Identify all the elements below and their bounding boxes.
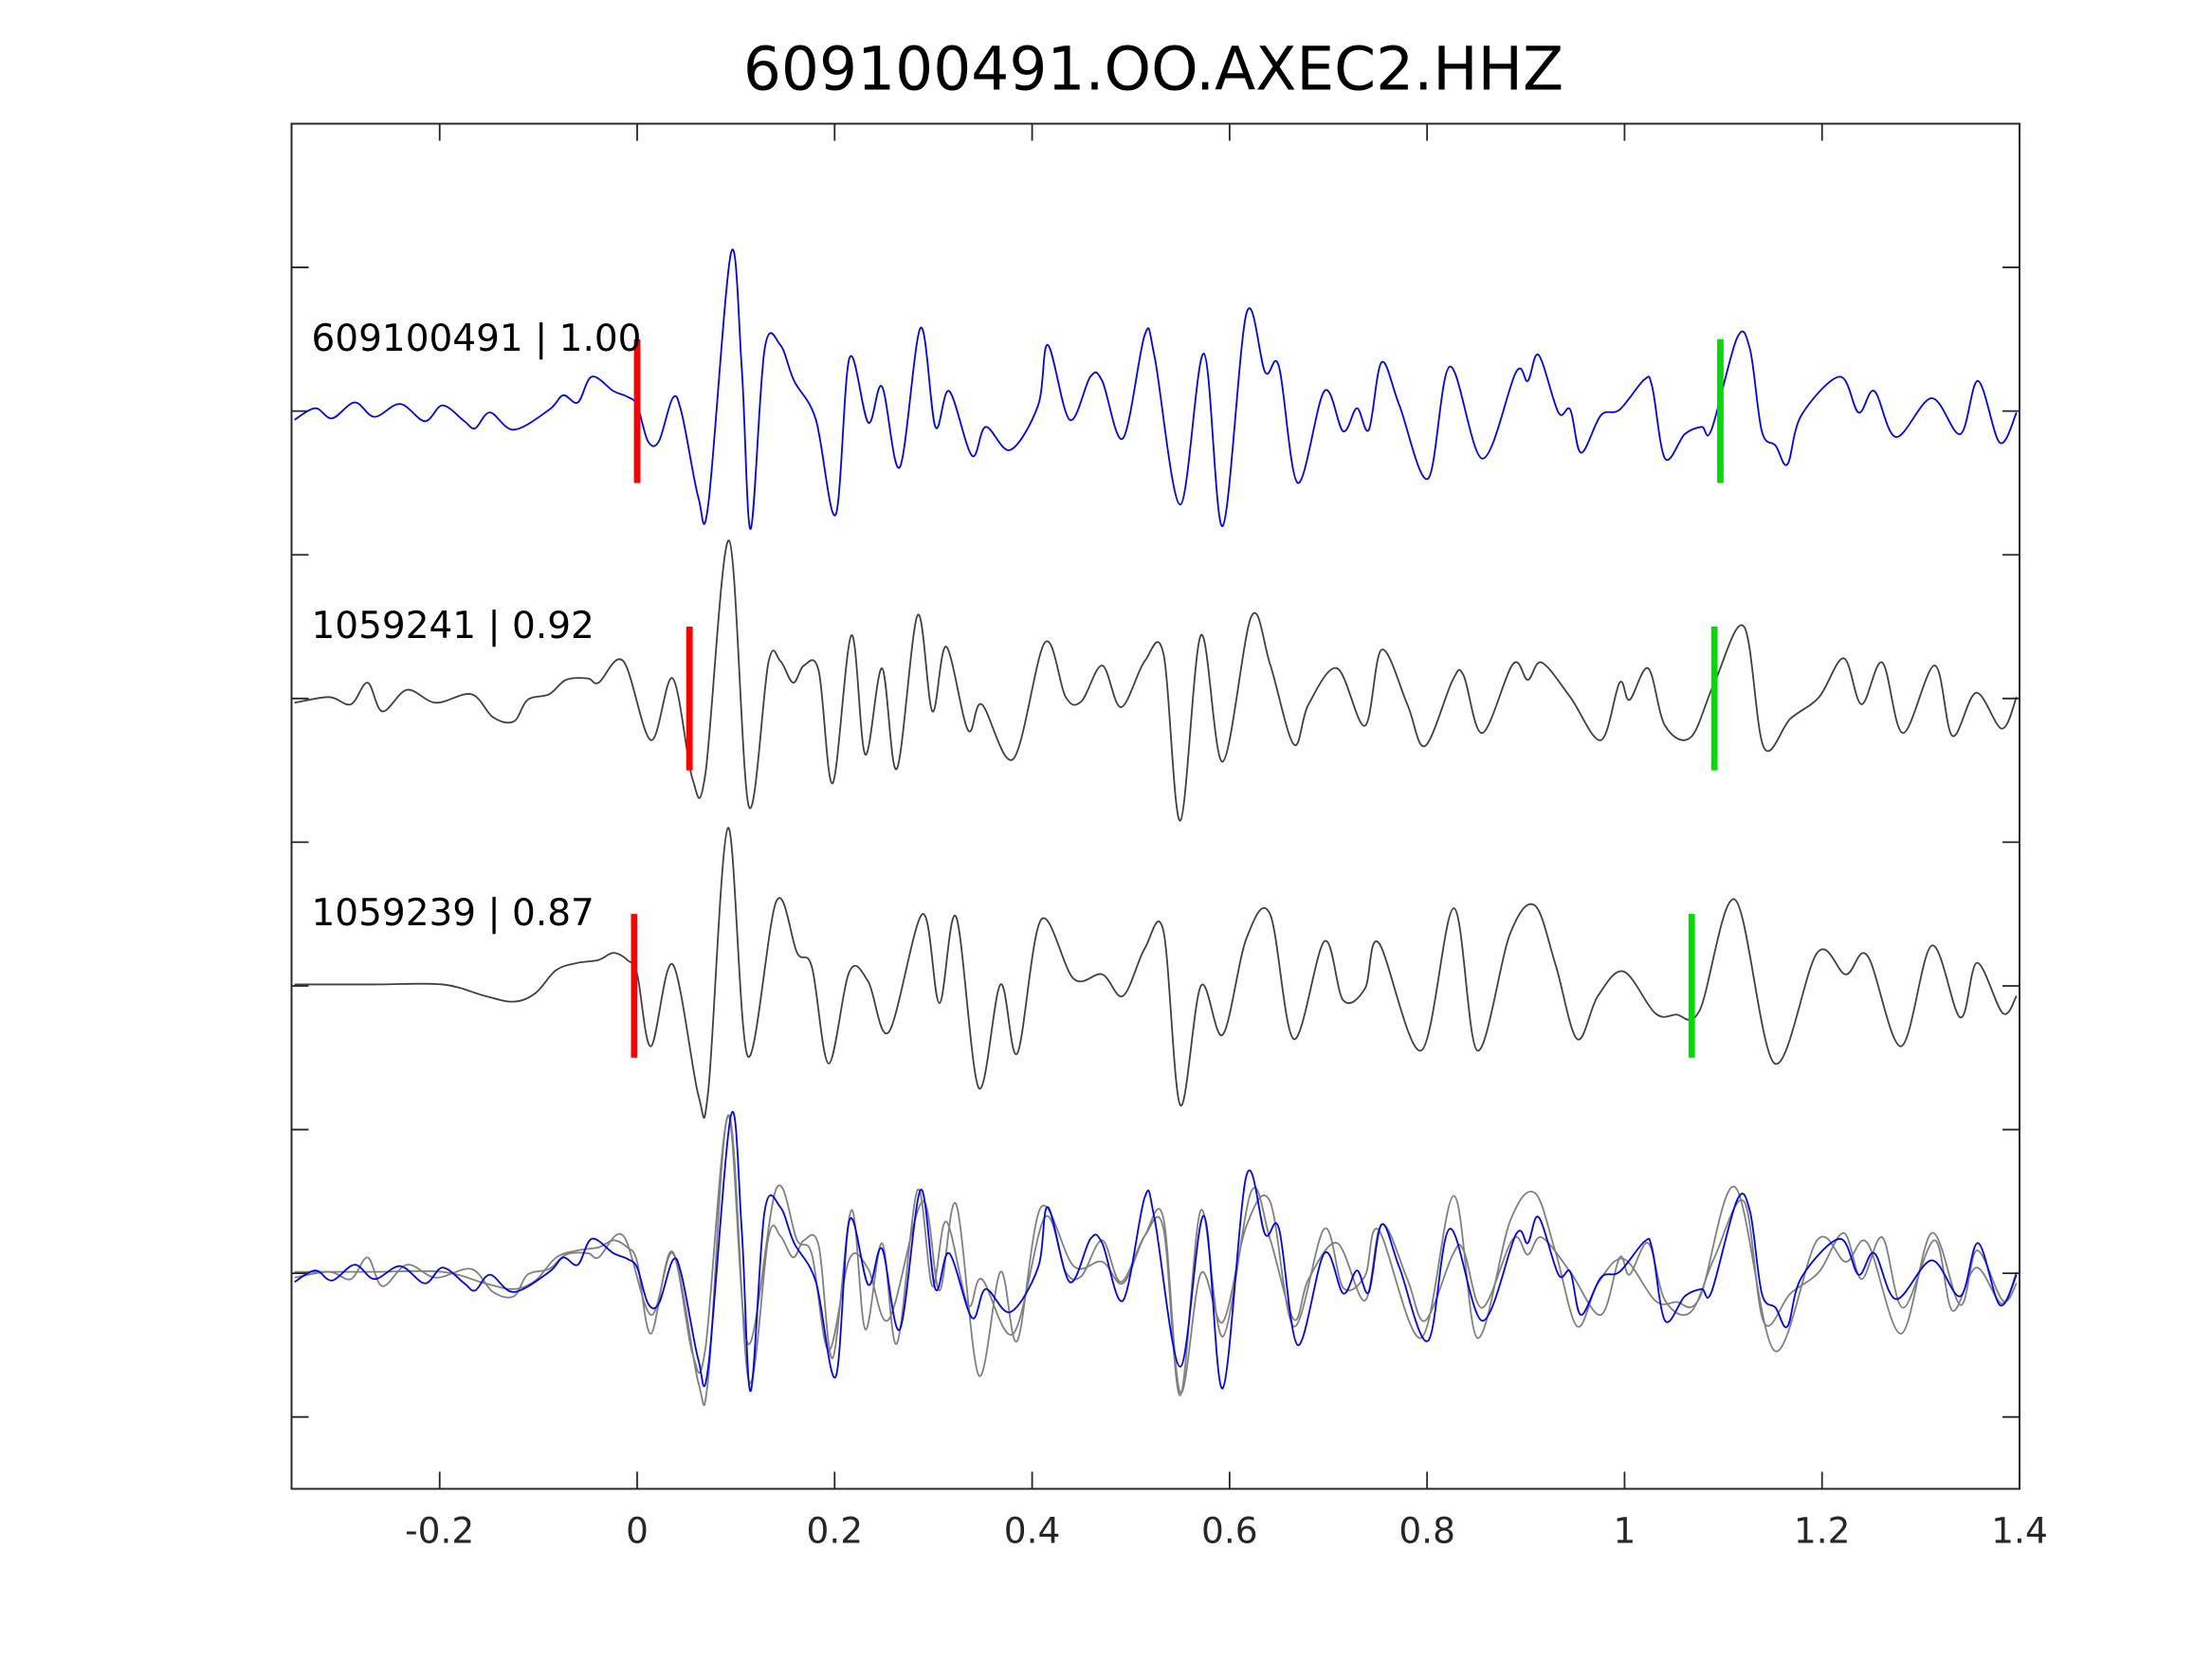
x-tick-label: -0.2 bbox=[405, 1509, 474, 1551]
overlay-trace-1059239 bbox=[294, 1114, 2018, 1406]
x-tick-label: 0.8 bbox=[1398, 1509, 1455, 1551]
trace-label: 609100491 | 1.00 bbox=[312, 318, 642, 360]
chart-title: 609100491.OO.AXEC2.HHZ bbox=[743, 34, 1563, 103]
trace-1059241 bbox=[294, 539, 2018, 822]
trace-1059239 bbox=[294, 827, 2018, 1119]
axis-ticks: -0.2 0 0.2 0.4 0.6 0.8 1 1.2 1.4 bbox=[291, 123, 2048, 1551]
x-tick-label: 0 bbox=[626, 1509, 649, 1551]
picks-layer bbox=[631, 338, 1724, 1058]
overlay-trace-609100491 bbox=[294, 1111, 2018, 1393]
plot-frame bbox=[290, 122, 2020, 1490]
trace-609100491 bbox=[294, 248, 2018, 530]
x-tick-label: 0.2 bbox=[806, 1509, 863, 1551]
x-tick-label: 0.6 bbox=[1201, 1509, 1258, 1551]
trace-labels: 609100491 | 1.00 1059241 | 0.92 1059239 | … bbox=[312, 318, 642, 935]
trace-label: 1059239 | 0.87 bbox=[312, 892, 594, 935]
overlay-trace-1059241 bbox=[294, 1114, 2018, 1396]
x-tick-label: 1.4 bbox=[1991, 1509, 2048, 1551]
trace-label: 1059241 | 0.92 bbox=[312, 605, 594, 647]
x-tick-label: 0.4 bbox=[1004, 1509, 1061, 1551]
x-tick-label: 1 bbox=[1614, 1509, 1636, 1551]
x-tick-label: 1.2 bbox=[1794, 1509, 1851, 1551]
traces-layer bbox=[294, 248, 2018, 1406]
